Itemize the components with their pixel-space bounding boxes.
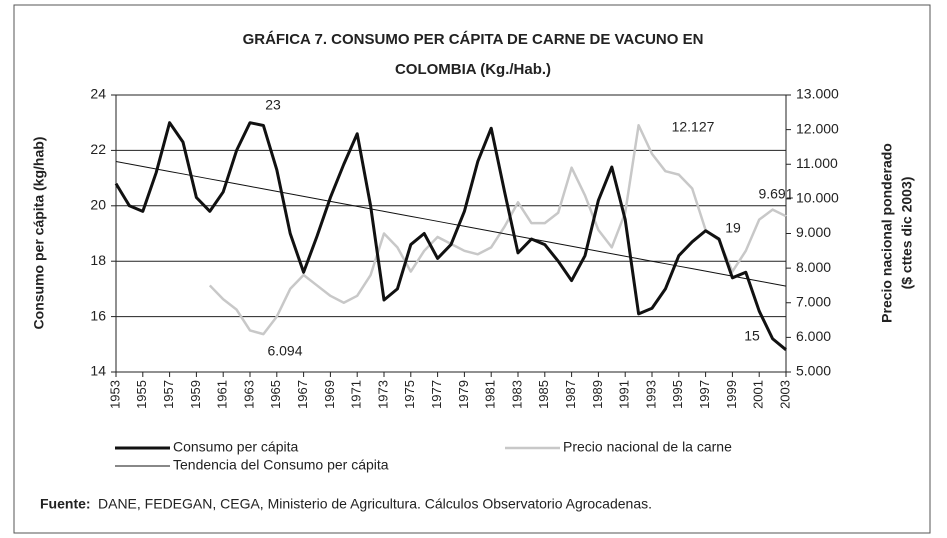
y-axis-label: Consumo per cápita (kg/hab) [31,137,47,330]
x-tick-label: 1971 [349,380,364,409]
y2-tick-label: 11.000 [796,155,838,171]
y-tick-label: 16 [90,307,106,323]
y-tick-label: 14 [90,363,106,379]
source-label: Fuente: [40,496,91,512]
x-tick-label: 1963 [241,380,256,409]
x-tick-label: 1983 [509,380,524,409]
y-tick-label: 24 [90,86,106,102]
x-tick-label: 1993 [643,380,658,409]
x-tick-label: 1975 [402,380,417,409]
y2-tick-label: 7.000 [796,293,831,309]
y2-axis-label: ($ cttes dic 2003) [899,177,915,290]
x-tick-label: 1957 [161,380,176,409]
y2-tick-label: 12.000 [796,120,839,136]
frame [13,4,931,534]
annotation: 12.127 [672,119,715,135]
annotation: 6.094 [267,343,302,359]
y2-tick-label: 9.000 [796,224,831,240]
x-tick-label: 1979 [456,380,471,409]
legend-label: Consumo per cápita [173,439,299,455]
y2-tick-label: 13.000 [796,86,839,102]
plot-frame [115,94,787,373]
x-tick-label: 1959 [188,380,203,409]
y2-tick-label: 6.000 [796,328,831,344]
x-tick-label: 1969 [322,380,337,409]
annotation: 15 [744,328,760,344]
annotation: 23 [265,97,281,113]
x-tick-label: 1987 [563,380,578,409]
series-line [208,123,787,336]
annotation: 9.691 [758,186,793,202]
y2-tick-label: 5.000 [796,363,831,379]
x-tick-label: 1985 [536,380,551,409]
legend-label: Precio nacional de la carne [563,439,732,455]
x-tick-label: 1999 [724,380,739,409]
y2-tick-label: 10.000 [796,190,839,206]
x-tick-label: 1961 [215,380,230,409]
y2-tick-label: 8.000 [796,259,831,275]
x-tick-label: 2003 [777,380,792,409]
x-tick-label: 1965 [268,380,283,409]
chart-title: GRÁFICA 7. CONSUMO PER CÁPITA DE CARNE D… [243,31,704,48]
x-tick-label: 1981 [483,380,498,409]
x-tick-label: 1989 [590,380,605,409]
y2-axis-label: Precio nacional ponderado [879,143,895,323]
x-tick-label: 1977 [429,380,444,409]
y-tick-label: 18 [90,252,106,268]
legend-label: Tendencia del Consumo per cápita [173,457,389,473]
annotation: 19 [725,220,741,236]
x-tick-label: 1997 [697,380,712,409]
series-line [114,121,787,351]
x-tick-label: 1995 [670,380,685,409]
x-tick-label: 1953 [107,380,122,409]
x-tick-label: 1955 [134,380,149,409]
y-tick-label: 22 [90,141,106,157]
x-tick-label: 1967 [295,380,310,409]
y-tick-label: 20 [90,197,106,213]
x-tick-label: 1973 [375,380,390,409]
chart-title: COLOMBIA (Kg./Hab.) [395,61,551,78]
x-tick-label: 1991 [617,380,632,409]
x-tick-label: 2001 [751,380,766,409]
source: DANE, FEDEGAN, CEGA, Ministerio de Agric… [98,496,652,512]
